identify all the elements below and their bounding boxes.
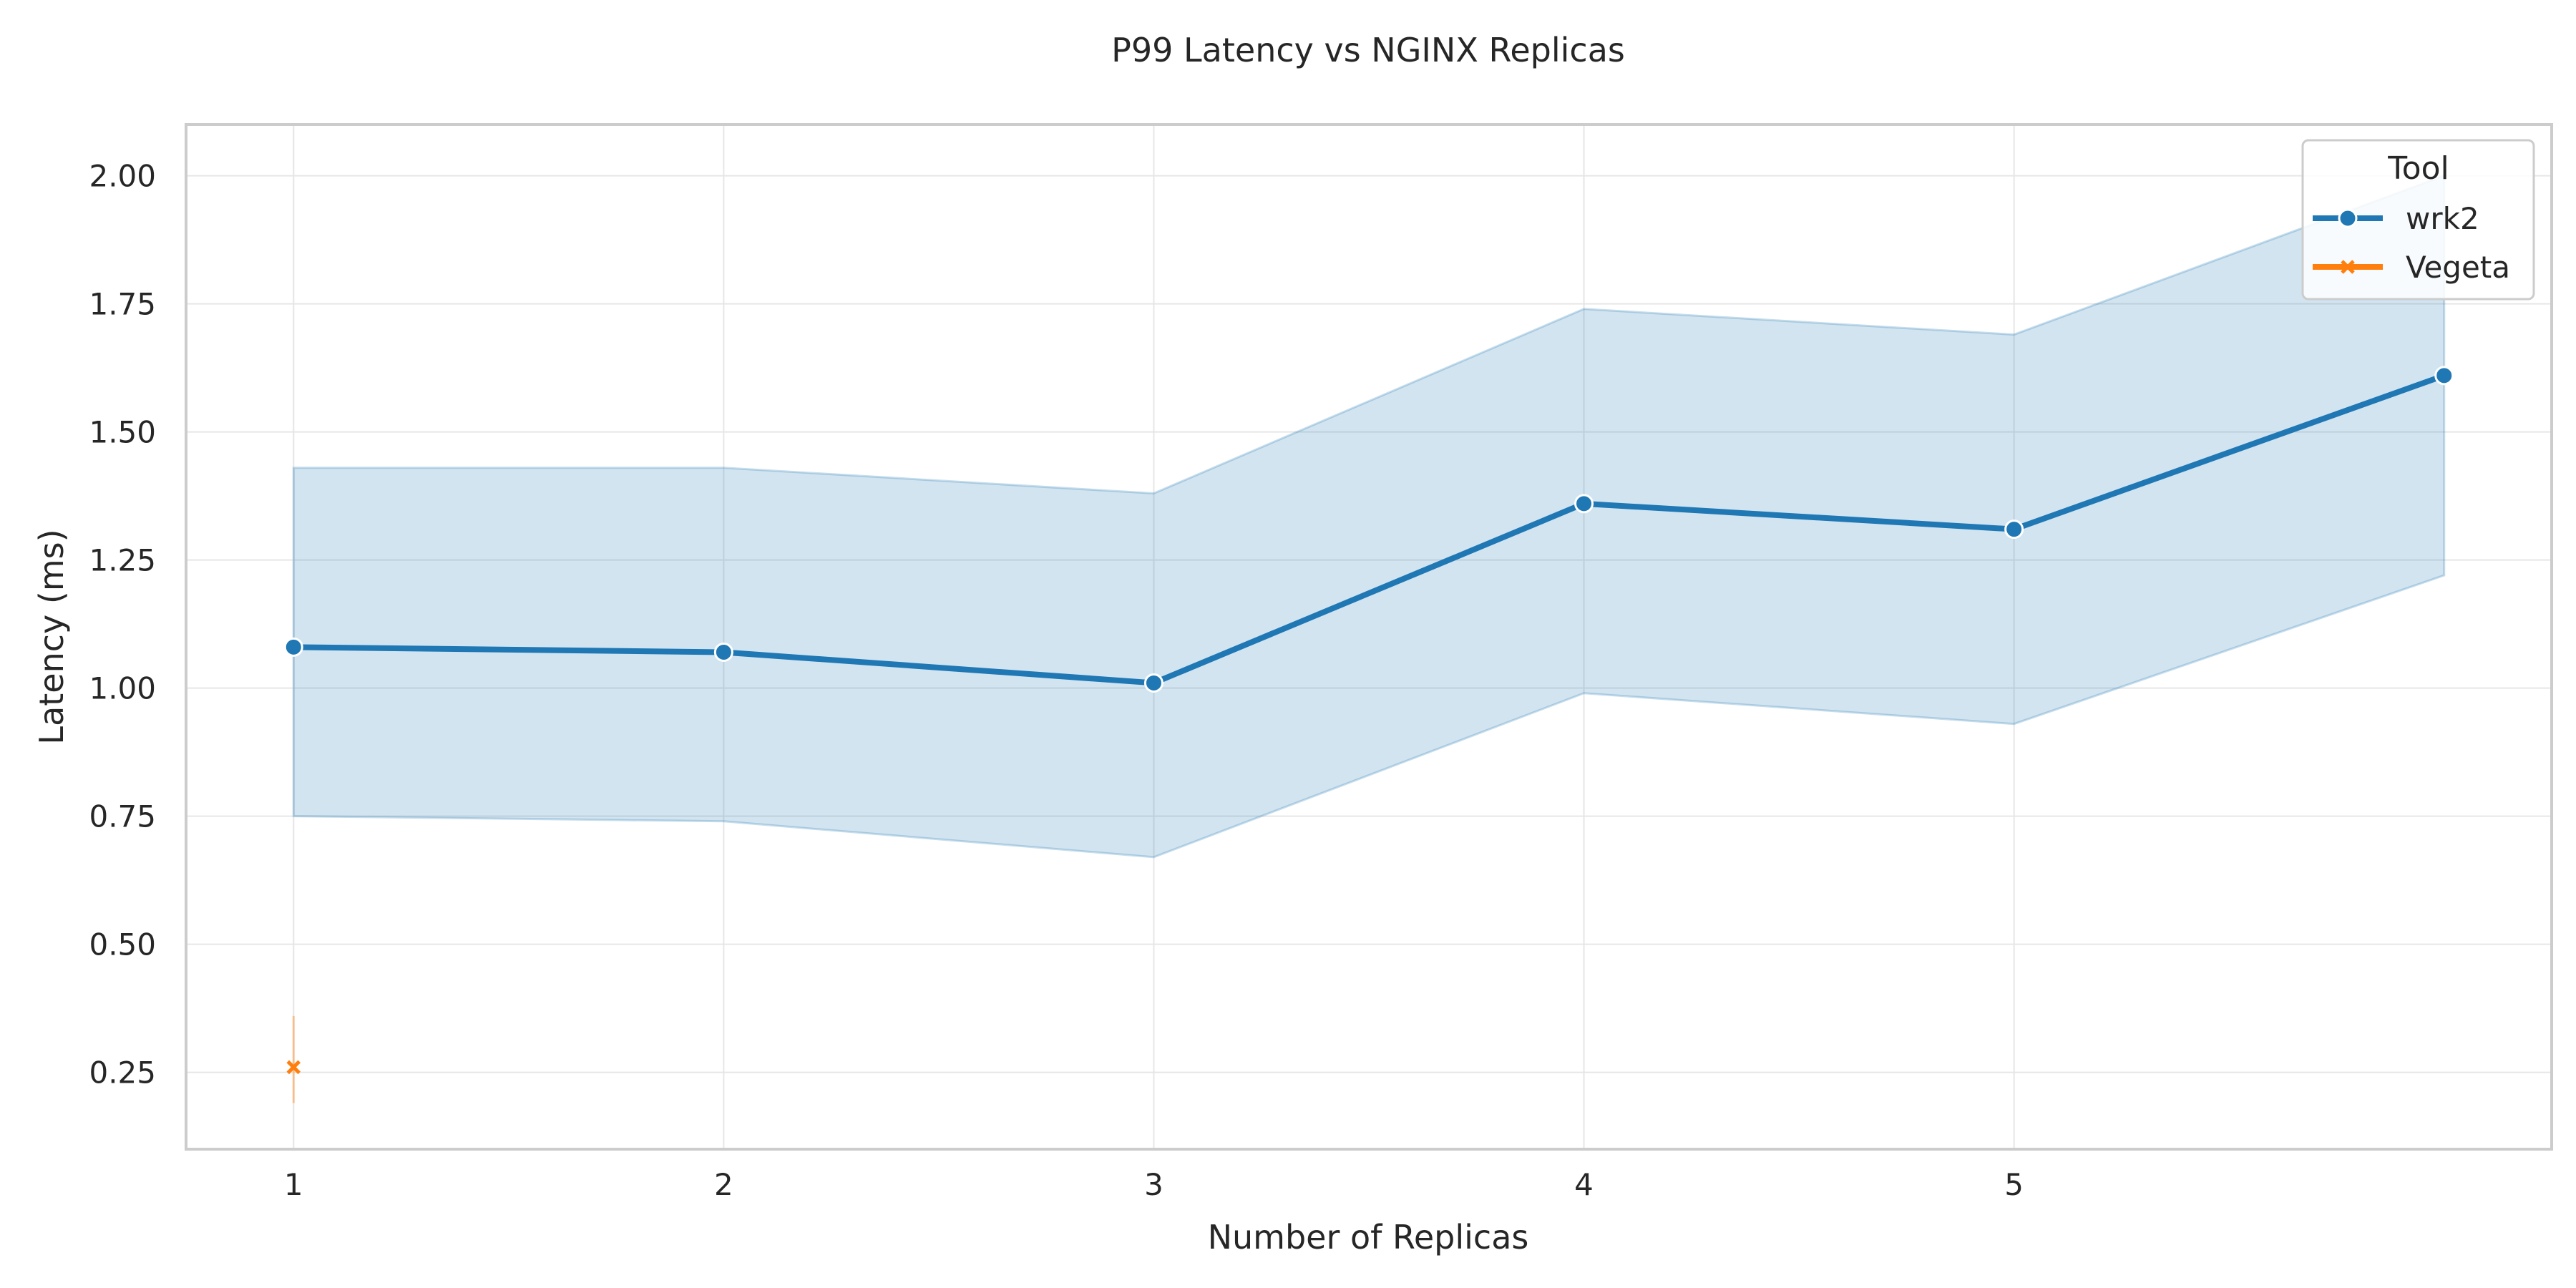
legend-swatch-marker <box>2341 260 2355 274</box>
vegeta-marker-stroke <box>286 1060 301 1075</box>
confidence-bands <box>292 174 2446 1103</box>
legend-label: Vegeta <box>2406 250 2510 285</box>
grid <box>186 125 2552 1149</box>
y-tick-label: 2.00 <box>89 159 156 194</box>
y-tick-label: 1.50 <box>89 415 156 450</box>
x-tick-label: 1 <box>284 1167 303 1202</box>
legend-box <box>2301 139 2535 301</box>
wrk2-confidence-band <box>292 174 2446 859</box>
legend: Tool wrk2 Vegeta <box>2301 139 2535 301</box>
y-tick-label: 1.25 <box>89 543 156 578</box>
vegeta-point <box>286 1060 301 1075</box>
wrk2-point <box>283 637 303 657</box>
legend-swatch-marker <box>2338 208 2358 228</box>
plot-frame <box>185 123 2553 1151</box>
x-tick-label: 4 <box>1574 1167 1594 1202</box>
y-axis-label: Latency (ms) <box>32 529 71 744</box>
wrk2-point <box>2434 366 2454 386</box>
y-tick-label: 0.25 <box>89 1055 156 1091</box>
chart-title: P99 Latency vs NGINX Replicas <box>1111 31 1625 69</box>
legend-entries: wrk2 Vegeta <box>2313 201 2510 285</box>
wrk2-line <box>293 373 2446 686</box>
y-tick-label: 1.75 <box>89 287 156 322</box>
x-tick-label: 5 <box>2004 1167 2024 1202</box>
x-tick-label: 3 <box>1144 1167 1163 1202</box>
x-tick-label: 2 <box>714 1167 733 1202</box>
legend-title: Tool <box>2387 150 2449 187</box>
legend-entry-wrk2: wrk2 <box>2313 201 2479 236</box>
x-axis-ticks: 1 2 3 4 5 <box>284 1167 2024 1202</box>
x-axis-label: Number of Replicas <box>1208 1218 1529 1257</box>
y-tick-label: 0.50 <box>89 927 156 962</box>
wrk2-point <box>1574 494 1594 514</box>
y-axis-ticks: 0.25 0.50 0.75 1.00 1.25 1.50 1.75 2.00 <box>89 159 156 1091</box>
wrk2-point <box>713 642 733 662</box>
y-tick-label: 0.75 <box>89 799 156 834</box>
legend-label: wrk2 <box>2406 201 2479 236</box>
y-tick-label: 1.00 <box>89 671 156 706</box>
series <box>283 366 2454 1075</box>
wrk2-point <box>1143 673 1163 693</box>
legend-entry-vegeta: Vegeta <box>2313 250 2510 285</box>
wrk2-point <box>2004 519 2024 540</box>
